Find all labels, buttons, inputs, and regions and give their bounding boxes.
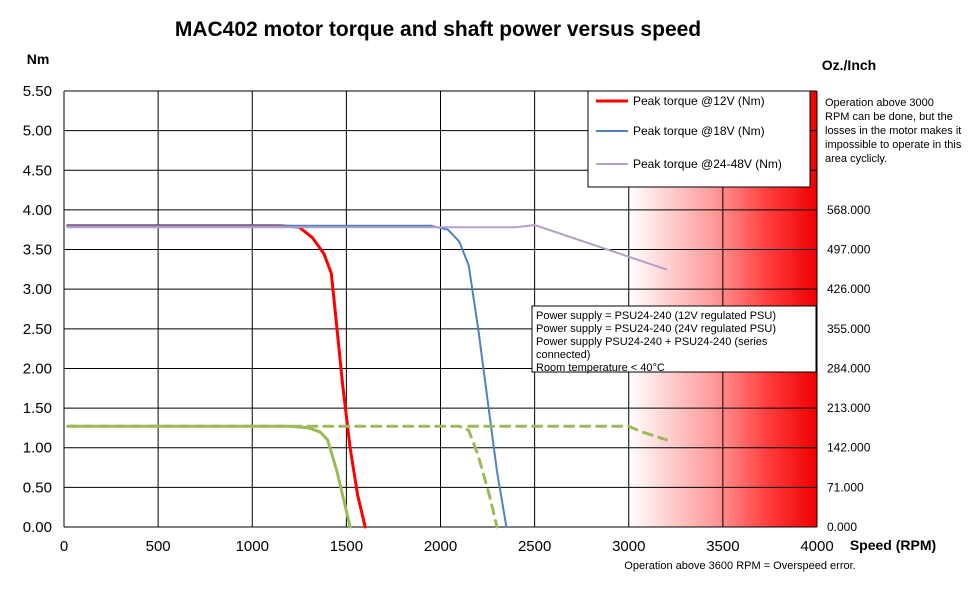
right-tick-labels: 0.000 71.000 142.000 213.000 284.000 355.000 4… [827, 203, 871, 534]
x-tick-label: 2500 [518, 538, 551, 555]
overspeed-note: Operation above 3000 RPM can be done, bu… [825, 97, 962, 165]
right-tick-label: 0.000 [827, 520, 857, 534]
chart-title: MAC402 motor torque and shaft power vers… [175, 18, 701, 41]
right-tick-label: 71.000 [827, 480, 864, 494]
left-axis-unit: Nm [27, 51, 50, 67]
y-tick-label: 3.50 [23, 242, 52, 259]
series-line-4 [66, 424, 499, 529]
y-tick-label: 3.00 [23, 281, 52, 298]
x-tick-label: 0 [60, 538, 68, 555]
right-tick-label: 426.000 [827, 282, 871, 296]
overspeed-note-line: impossible to operate in this [825, 139, 962, 151]
y-tick-label: 1.50 [23, 400, 52, 417]
right-tick-label: 568.000 [827, 203, 871, 217]
y-tick-labels: 0.00 0.50 1.00 1.50 2.00 2.50 3.00 3.50 4.00 4.50… [23, 83, 52, 536]
y-tick-label: 5.00 [23, 123, 52, 140]
series-line-0 [66, 224, 367, 529]
info-line: Power supply PSU24-240 + PSU24-240 (seri… [536, 336, 768, 348]
overspeed-note-line: Operation above 3000 [825, 97, 934, 109]
y-tick-label: 0.50 [23, 479, 52, 496]
x-tick-label: 500 [146, 538, 171, 555]
series-line-5 [467, 424, 668, 442]
legend-label-18v: Peak torque @18V (Nm) [633, 124, 765, 138]
right-tick-label: 355.000 [827, 322, 871, 336]
info-line: Room temperature < 40°C [536, 362, 665, 374]
overspeed-error-note: Operation above 3600 RPM = Overspeed err… [624, 560, 855, 572]
info-box: Power supply = PSU24-240 (12V regulated … [531, 305, 817, 374]
y-tick-label: 1.00 [23, 440, 52, 457]
x-tick-labels: 0 500 1000 1500 2000 2500 3000 3500 4000 [60, 538, 834, 555]
info-line: Power supply = PSU24-240 (12V regulated … [536, 310, 776, 322]
y-tick-label: 4.50 [23, 162, 52, 179]
right-tick-label: 284.000 [827, 361, 871, 375]
y-tick-label: 2.00 [23, 360, 52, 377]
legend-label-12v: Peak torque @12V (Nm) [633, 94, 765, 108]
info-line: Power supply = PSU24-240 (24V regulated … [536, 323, 776, 335]
info-box-frame [531, 305, 817, 373]
y-tick-label: 0.00 [23, 519, 52, 536]
x-tick-label: 1000 [236, 538, 269, 555]
y-tick-label: 2.50 [23, 321, 52, 338]
x-tick-label: 4000 [800, 538, 833, 555]
x-axis-label: Speed (RPM) [850, 537, 936, 553]
series-line-2 [66, 224, 668, 271]
y-tick-label: 4.00 [23, 202, 52, 219]
overspeed-note-line: losses in the motor makes it [825, 125, 961, 137]
overspeed-note-line: RPM can be done, but the [825, 111, 953, 123]
y-tick-label: 5.50 [23, 83, 52, 100]
legend: Peak torque @12V (Nm) Peak torque @18V (… [587, 90, 811, 188]
x-tick-label: 3500 [706, 538, 739, 555]
right-tick-label: 213.000 [827, 401, 871, 415]
x-tick-label: 3000 [612, 538, 645, 555]
x-tick-label: 2000 [424, 538, 457, 555]
x-tick-label: 1500 [330, 538, 363, 555]
right-tick-label: 142.000 [827, 441, 871, 455]
series-lines [66, 224, 668, 529]
series-line-3 [66, 424, 352, 529]
overspeed-note-line: area cyclicly. [825, 153, 887, 165]
legend-label-24-48v: Peak torque @24-48V (Nm) [633, 157, 782, 171]
info-line: connected) [536, 349, 590, 361]
legend-box [587, 90, 811, 188]
right-axis-unit: Oz./Inch [822, 57, 876, 73]
right-tick-label: 497.000 [827, 243, 871, 257]
